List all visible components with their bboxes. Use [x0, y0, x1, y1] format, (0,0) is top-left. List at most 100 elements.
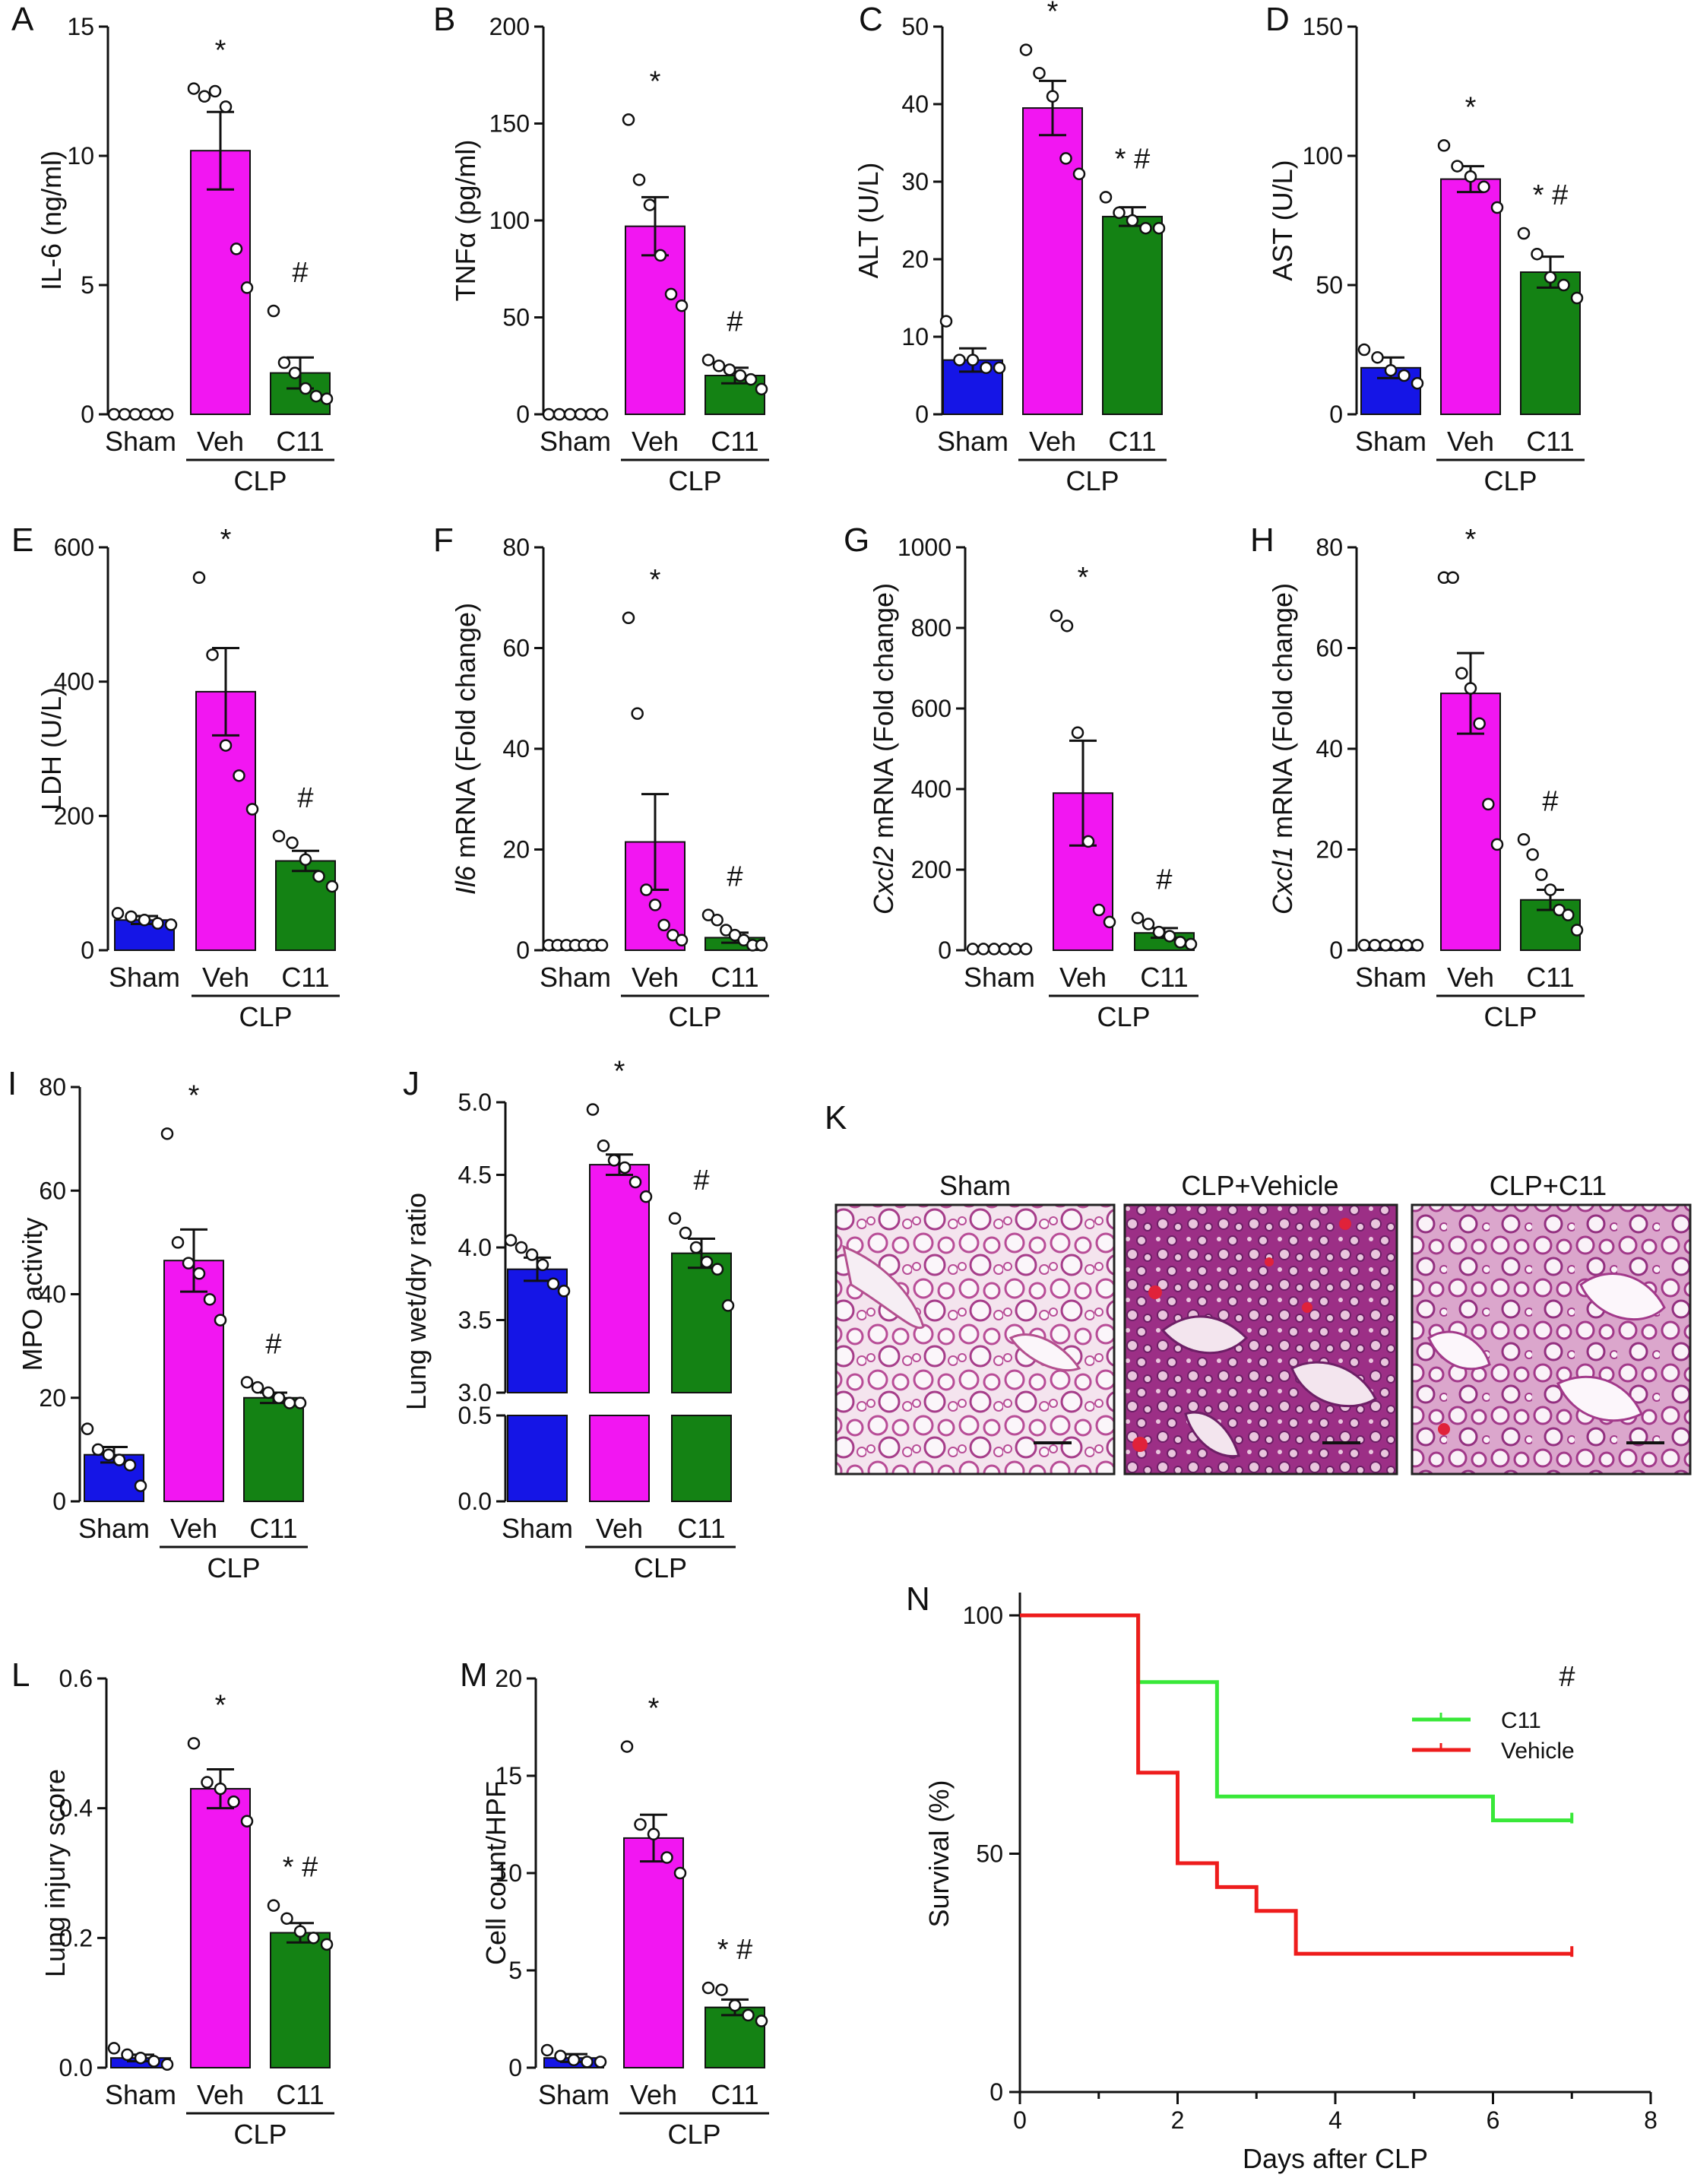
bar-veh — [1440, 693, 1501, 951]
data-point — [980, 361, 993, 375]
significance-marker: * — [1078, 562, 1089, 594]
group-label-clp: CLP — [1065, 465, 1119, 496]
category-label-c11: C11 — [276, 2079, 324, 2110]
y-tick-label: 1000 — [898, 534, 951, 561]
data-point — [584, 407, 598, 421]
data-point — [987, 943, 1001, 956]
category-label-veh: Veh — [202, 962, 249, 993]
group-label-clp: CLP — [667, 2119, 720, 2150]
y-axis-title-text: mRNA (Fold change) — [868, 583, 899, 846]
y-axis-title-text: LDH (U/L) — [36, 687, 67, 810]
data-point — [1535, 868, 1548, 881]
data-point — [1517, 833, 1531, 846]
bar-c11 — [705, 2006, 765, 2068]
data-point — [309, 389, 323, 403]
data-point — [1357, 939, 1371, 952]
data-point — [1060, 620, 1074, 632]
data-point — [233, 769, 245, 782]
significance-marker: # — [693, 1165, 709, 1197]
group-label-clp: CLP — [634, 1552, 687, 1583]
panel-c-alt-chart: 0 10 20 30 40 50 ALT (U/L) * * # Sham Veh C11 CLP — [853, 0, 1167, 496]
y-tick-label: 5 — [81, 271, 94, 299]
panel-letter-l: L — [11, 1656, 30, 1694]
data-point — [1141, 918, 1155, 930]
panel-letter-n: N — [906, 1580, 930, 1618]
significance-marker: * — [220, 524, 232, 556]
y-tick-label: 40 — [1316, 735, 1343, 762]
data-point — [1103, 915, 1116, 929]
data-point — [1398, 369, 1411, 382]
y-tick-label: 80 — [502, 534, 530, 561]
y-tick-label: 0 — [52, 1488, 66, 1515]
category-label-c11: C11 — [711, 2079, 758, 2110]
data-point — [206, 648, 219, 661]
data-point — [998, 943, 1012, 956]
data-point — [567, 2053, 581, 2067]
y-tick-label: 15 — [67, 13, 94, 40]
significance-marker: * # — [283, 1852, 318, 1884]
significance-marker: * — [650, 65, 661, 97]
category-label-sham: Sham — [78, 1513, 150, 1544]
significance-marker: * — [614, 1056, 625, 1088]
data-point — [939, 315, 953, 328]
panel-letter-f: F — [433, 521, 454, 559]
data-point — [277, 356, 291, 369]
y-tick-label: 200 — [489, 13, 530, 40]
data-point — [219, 100, 233, 113]
y-tick-label: 3.5 — [458, 1307, 492, 1334]
y-tick-label: 40 — [502, 735, 530, 762]
data-point — [81, 1422, 94, 1435]
data-point — [134, 2051, 147, 2065]
bar-c11 — [275, 860, 336, 952]
data-point — [272, 829, 286, 843]
data-point — [227, 1795, 240, 1808]
data-point — [629, 1175, 642, 1189]
data-point — [203, 1293, 217, 1306]
panel-b-tnfa-chart: 0 50 100 150 200 TNFα (pg/ml) * # Sham Veh C11 CLP — [450, 13, 769, 496]
data-point — [595, 407, 609, 421]
significance-marker: * — [1047, 0, 1059, 28]
data-point — [701, 353, 715, 366]
data-point — [594, 2056, 607, 2068]
y-tick-label: 10 — [495, 1859, 522, 1887]
group-label-clp: CLP — [233, 2119, 287, 2150]
x-tick-label: 2 — [1171, 2106, 1185, 2134]
panel-letter-h: H — [1250, 521, 1274, 559]
significance-marker: * — [188, 1079, 200, 1111]
significance-marker: * # — [717, 1934, 752, 1966]
data-point — [240, 281, 254, 294]
data-point — [1139, 221, 1152, 235]
y-tick-label: 0 — [516, 937, 530, 964]
bar-lower-veh — [589, 1415, 650, 1502]
group-label-clp: CLP — [233, 465, 287, 496]
significance-marker: * — [1465, 524, 1477, 556]
bar-upper-c11 — [671, 1252, 732, 1394]
data-point — [673, 1866, 687, 1880]
category-label-sham: Sham — [105, 2079, 176, 2110]
data-point — [647, 1827, 660, 1841]
data-point — [701, 1981, 715, 1995]
y-tick-label: 5 — [508, 1957, 522, 1984]
data-point — [546, 1277, 560, 1290]
y-tick-label: 800 — [911, 614, 951, 642]
data-point — [1019, 43, 1033, 56]
data-point — [1446, 571, 1459, 584]
category-label-sham: Sham — [1355, 426, 1426, 457]
data-point — [280, 1912, 293, 1925]
data-point — [1113, 206, 1126, 220]
significance-marker: * — [650, 564, 661, 596]
data-point — [1531, 247, 1544, 261]
data-point — [620, 1740, 634, 1753]
significance-marker: * # — [1115, 143, 1150, 175]
y-axis-title: Cxcl2 mRNA (Fold change) — [868, 583, 899, 914]
bar-c11 — [1520, 271, 1581, 415]
panel-letter-c: C — [859, 1, 883, 38]
category-label-veh: Veh — [632, 962, 679, 993]
y-tick-label: 50 — [502, 304, 530, 331]
y-tick-label: 0 — [508, 2054, 522, 2081]
y-tick-label: 50 — [901, 13, 929, 40]
category-label-sham: Sham — [540, 426, 611, 457]
histology-title-vehicle: CLP+Vehicle — [1181, 1170, 1338, 1201]
y-tick-label: 80 — [39, 1073, 66, 1101]
y-axis-title: Cell count/HPF — [480, 1781, 511, 1965]
